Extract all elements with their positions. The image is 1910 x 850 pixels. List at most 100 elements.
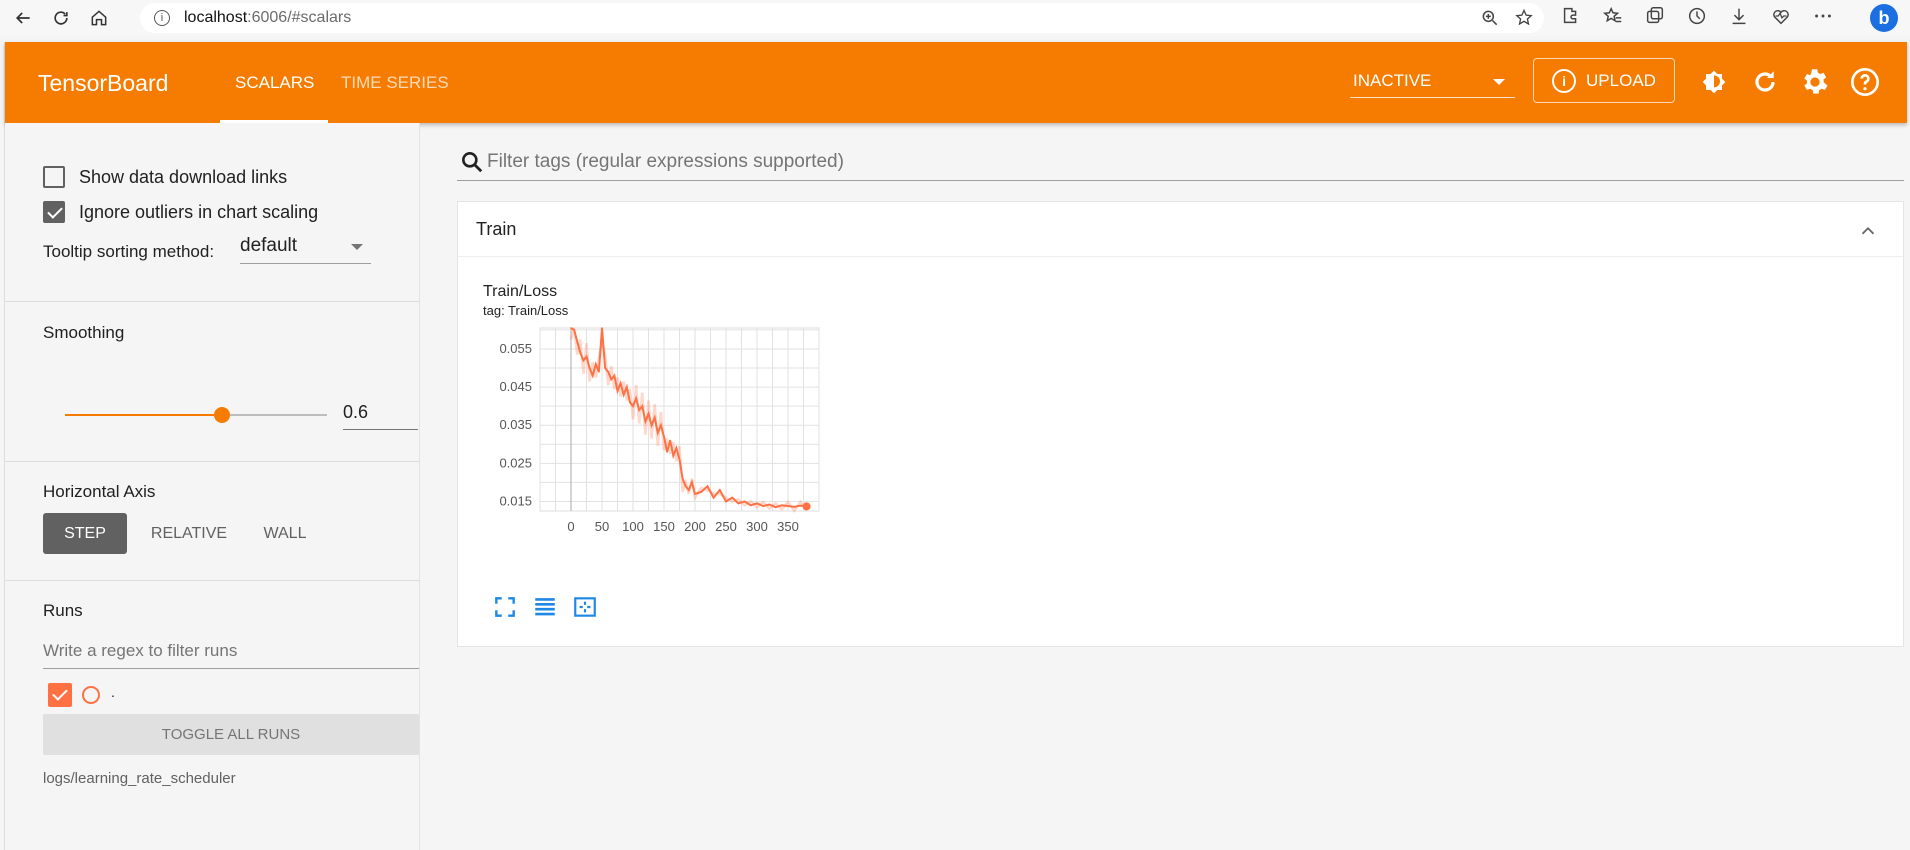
data-point [800, 505, 802, 507]
data-point [638, 409, 640, 411]
toggle-all-runs-button[interactable]: TOGGLE ALL RUNS [43, 714, 419, 755]
tensorboard-app: TensorBoard SCALARS TIME SERIES INACTIVE… [4, 42, 1906, 850]
tooltip-sorting-label: Tooltip sorting method: [43, 242, 214, 262]
zoom-icon[interactable] [1480, 8, 1500, 28]
fullscreen-icon[interactable] [492, 594, 518, 620]
smoothing-input[interactable]: 0.6 [343, 399, 418, 430]
data-point [756, 503, 758, 505]
performance-icon[interactable] [1770, 5, 1792, 27]
address-bar[interactable]: i localhost:6006/#scalars [140, 3, 1544, 33]
fit-domain-icon[interactable] [572, 594, 598, 620]
log-scale-icon[interactable] [532, 594, 558, 620]
run-color-icon[interactable] [82, 686, 100, 704]
data-point [694, 493, 696, 495]
data-point [682, 478, 684, 480]
data-point [731, 497, 733, 499]
back-icon [13, 8, 33, 28]
y-tick-label: 0.055 [499, 341, 532, 356]
train-group-header[interactable]: Train [458, 202, 1903, 257]
data-point [725, 501, 727, 503]
tooltip-sorting-select[interactable]: default [240, 229, 371, 264]
y-tick-label: 0.045 [499, 379, 532, 394]
refresh-icon [51, 8, 71, 28]
back-button[interactable] [8, 3, 38, 33]
info-icon[interactable]: i [154, 10, 170, 26]
favorite-add-icon[interactable] [1514, 8, 1534, 28]
tag-filter-placeholder: Filter tags (regular expressions support… [487, 151, 844, 173]
show-download-links-checkbox[interactable] [43, 166, 65, 188]
download-icon[interactable] [1728, 5, 1750, 27]
runs-label: Runs [43, 601, 83, 621]
data-point [635, 398, 637, 400]
chart-title: Train/Loss [483, 283, 557, 301]
show-download-links-label: Show data download links [79, 167, 287, 188]
x-tick-label: 300 [746, 519, 768, 534]
data-point [750, 504, 752, 506]
data-point [642, 405, 644, 407]
runs-filter-input[interactable]: Write a regex to filter runs [43, 635, 419, 669]
data-point [657, 432, 659, 434]
tooltip-sorting-row: Tooltip sorting method: default [43, 242, 214, 262]
axis-relative-button[interactable]: RELATIVE [145, 513, 233, 554]
ignore-outliers-label: Ignore outliers in chart scaling [79, 202, 318, 223]
help-icon[interactable] [1849, 66, 1881, 98]
reload-icon[interactable] [1749, 66, 1781, 98]
data-point [623, 394, 625, 396]
extensions-icon[interactable] [1560, 5, 1582, 27]
collections-icon[interactable] [1644, 5, 1666, 27]
data-point [592, 375, 594, 377]
data-point [614, 375, 616, 377]
smoothing-slider[interactable] [65, 414, 327, 416]
data-point [688, 489, 690, 491]
chevron-up-icon[interactable] [1857, 220, 1879, 242]
ignore-outliers-row[interactable]: Ignore outliers in chart scaling [43, 201, 318, 223]
settings-gear-icon[interactable] [1799, 66, 1831, 98]
data-point [666, 451, 668, 453]
data-point [762, 505, 764, 507]
y-tick-label: 0.015 [499, 493, 532, 508]
data-point [620, 382, 622, 384]
favorites-icon[interactable] [1602, 5, 1624, 27]
data-point [611, 379, 613, 381]
url-path: :6006/#scalars [247, 9, 351, 27]
more-icon[interactable] [1812, 5, 1834, 27]
data-point [629, 402, 631, 404]
x-tick-label: 50 [595, 519, 609, 534]
data-point [598, 371, 600, 373]
x-tick-label: 100 [622, 519, 644, 534]
data-point [660, 424, 662, 426]
dark-mode-icon[interactable] [1698, 66, 1730, 98]
y-tick-label: 0.025 [499, 455, 532, 470]
tag-filter-input[interactable]: Filter tags (regular expressions support… [457, 145, 1904, 181]
ignore-outliers-checkbox[interactable] [43, 201, 65, 223]
plugin-select[interactable]: INACTIVE [1350, 68, 1515, 98]
data-point [719, 489, 721, 491]
axis-wall-button[interactable]: WALL [253, 513, 317, 554]
data-point [580, 352, 582, 354]
run-checkbox[interactable] [48, 683, 72, 707]
tab-scalars[interactable]: SCALARS [235, 73, 314, 93]
tab-time-series[interactable]: TIME SERIES [341, 73, 449, 93]
divider [5, 301, 420, 302]
data-point [676, 447, 678, 449]
raw-series-line [571, 328, 807, 511]
loss-chart[interactable]: 0.015 0.025 0.035 0.045 0.055 0 50 100 150 200 250… [478, 320, 838, 580]
search-icon [459, 149, 485, 175]
refresh-button[interactable] [46, 3, 76, 33]
dropdown-caret-icon [1493, 79, 1505, 85]
data-point [685, 485, 687, 487]
x-tick-label: 0 [567, 519, 574, 534]
smoothing-slider-thumb[interactable] [214, 407, 230, 423]
bing-icon[interactable]: b [1870, 4, 1898, 32]
smoothing-slider-fill [65, 414, 222, 416]
upload-label: UPLOAD [1586, 71, 1656, 91]
data-point [632, 405, 634, 407]
history-icon[interactable] [1686, 5, 1708, 27]
home-button[interactable] [84, 3, 114, 33]
show-download-links-row[interactable]: Show data download links [43, 166, 287, 188]
x-tick-label: 350 [777, 519, 799, 534]
axis-step-button[interactable]: STEP [43, 513, 127, 554]
data-point [781, 504, 783, 506]
dropdown-caret-icon [351, 244, 363, 250]
upload-button[interactable]: i UPLOAD [1533, 58, 1675, 103]
